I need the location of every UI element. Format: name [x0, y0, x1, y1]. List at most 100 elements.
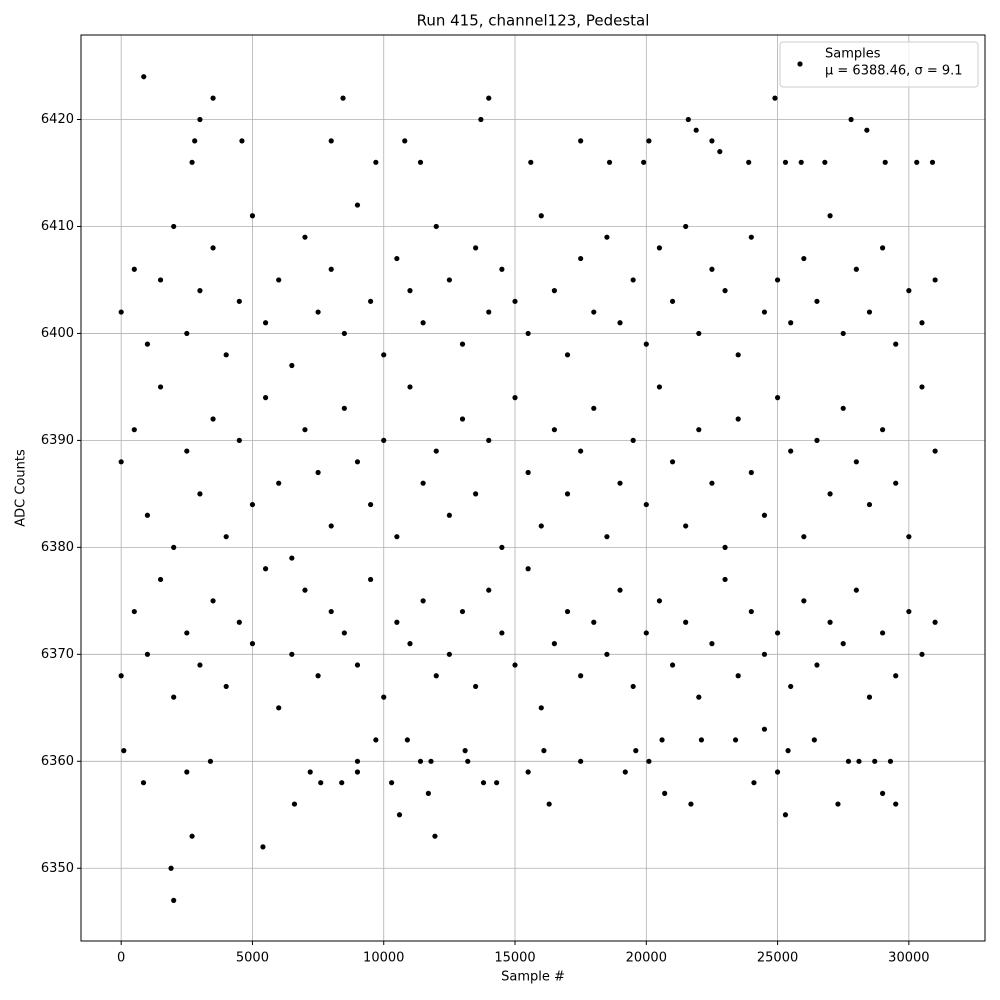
point [840, 405, 846, 411]
point [669, 662, 676, 668]
point [774, 277, 781, 283]
point [798, 159, 804, 165]
point [144, 651, 151, 657]
point [236, 437, 242, 444]
point [499, 544, 505, 550]
point [688, 801, 694, 807]
point [604, 234, 610, 240]
y-axis-label: ADC Counts [14, 449, 29, 527]
point [499, 630, 505, 636]
point [683, 619, 689, 625]
point [801, 534, 807, 540]
point [276, 480, 282, 486]
point [866, 309, 873, 315]
point [420, 598, 426, 604]
point [525, 769, 531, 775]
point [478, 116, 484, 123]
point [919, 320, 925, 326]
point [630, 683, 636, 690]
point [929, 159, 936, 165]
point [249, 213, 256, 219]
point [709, 641, 715, 647]
point [880, 630, 886, 636]
x-tick-label: 30000 [888, 951, 929, 966]
point [866, 694, 873, 700]
y-tick-label: 6380 [41, 540, 74, 555]
point [373, 737, 379, 743]
point [853, 266, 859, 272]
point [171, 694, 177, 700]
point [525, 330, 531, 337]
point [189, 833, 195, 839]
point [659, 737, 665, 743]
point [512, 662, 518, 668]
point [814, 298, 820, 304]
x-tick-label: 10000 [363, 951, 404, 966]
point [887, 758, 894, 764]
point [782, 159, 789, 165]
point [354, 758, 361, 764]
point [118, 459, 124, 465]
point [354, 662, 361, 668]
point [210, 416, 216, 422]
point [289, 555, 295, 561]
point [289, 362, 295, 369]
point [564, 491, 571, 497]
point [473, 245, 479, 251]
y-tick-label: 6350 [41, 861, 74, 876]
point [315, 673, 321, 679]
point [853, 587, 859, 593]
point [814, 662, 820, 668]
point [207, 758, 214, 764]
point [121, 748, 127, 754]
point [551, 641, 557, 647]
point [339, 780, 345, 786]
point [197, 116, 203, 123]
point [157, 384, 164, 390]
point [578, 255, 584, 262]
point [735, 352, 741, 358]
point [696, 427, 702, 433]
point [223, 534, 229, 540]
point [341, 330, 347, 337]
legend-box [779, 41, 979, 88]
point [341, 405, 347, 411]
point [486, 587, 492, 593]
plot-frame [80, 34, 986, 942]
point [604, 534, 610, 540]
point [801, 255, 807, 262]
point [373, 159, 379, 165]
point [157, 277, 164, 283]
point [394, 255, 400, 262]
point [880, 790, 886, 796]
point [525, 566, 531, 572]
point [696, 694, 702, 700]
y-tick-label: 6420 [41, 112, 74, 127]
point [761, 651, 768, 657]
point [368, 501, 374, 508]
point [512, 395, 518, 401]
point [722, 576, 728, 583]
point [171, 544, 177, 550]
point [210, 245, 216, 251]
point [751, 780, 757, 786]
point [420, 320, 426, 326]
point [669, 298, 676, 304]
point [328, 523, 334, 529]
point [646, 138, 652, 144]
point [446, 651, 452, 657]
y-tick-label: 6360 [41, 754, 74, 769]
point [184, 448, 190, 454]
point [157, 576, 164, 583]
point [197, 662, 203, 668]
point [354, 769, 361, 775]
point [315, 309, 321, 315]
point [893, 801, 899, 807]
point [656, 384, 663, 390]
point [381, 437, 387, 444]
point [785, 748, 791, 754]
point [236, 298, 242, 304]
point [302, 587, 308, 593]
point [118, 309, 124, 315]
